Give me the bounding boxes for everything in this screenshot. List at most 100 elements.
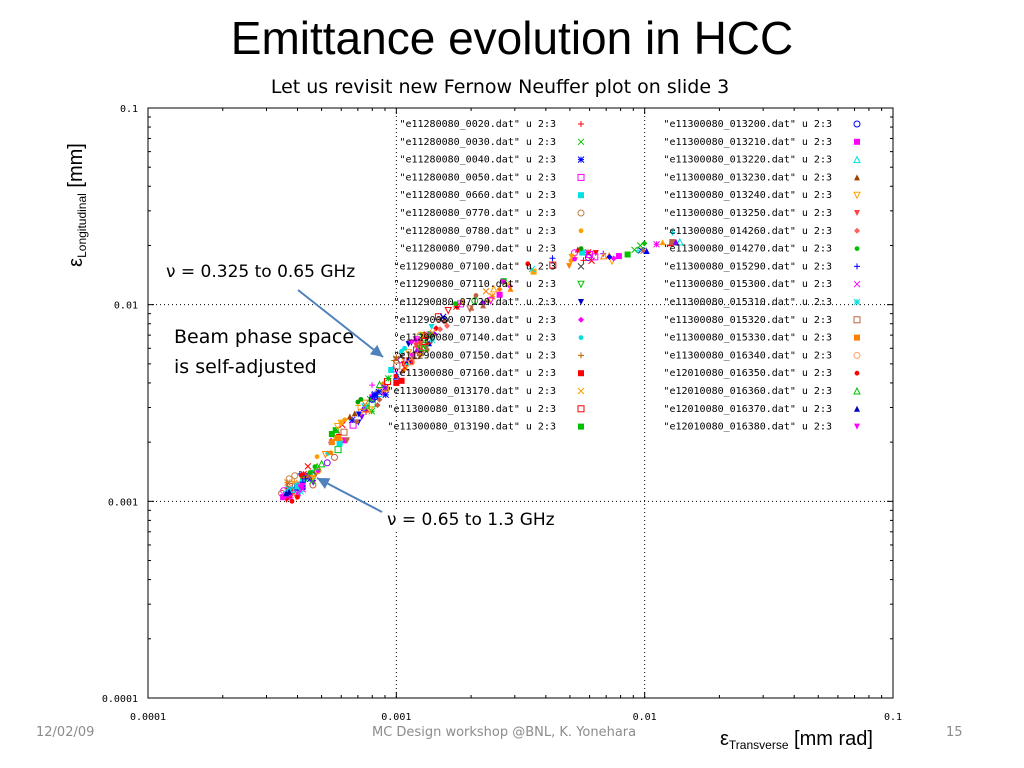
legend-entry-label: "e11290080_07130.dat" u 2:3	[393, 315, 556, 326]
scatter-point	[330, 453, 338, 461]
scatter-point	[571, 249, 579, 257]
legend-marker	[853, 191, 861, 200]
scatter-point	[659, 239, 666, 246]
scatter-point	[482, 287, 490, 295]
y-tick-label: 0.1	[120, 104, 138, 115]
scatter-point	[653, 240, 660, 248]
series-point	[332, 427, 339, 434]
scatter-point	[640, 247, 647, 255]
scatter-point	[382, 391, 390, 399]
scatter-point	[348, 416, 356, 424]
series-point	[283, 490, 290, 497]
scatter-point	[676, 237, 684, 246]
series-point	[280, 494, 287, 501]
scatter-point	[572, 256, 578, 262]
scatter-point	[358, 414, 365, 421]
legend-entry-label: "e12010080_016350.dat" u 2:3	[663, 368, 832, 379]
scatter-point	[328, 450, 334, 456]
series-point	[393, 354, 400, 361]
x-tick-label: 0.1	[884, 712, 902, 723]
legend-entry-label: "e11300080_013250.dat" u 2:3	[663, 208, 832, 219]
scatter-point	[361, 403, 369, 412]
legend-marker	[578, 352, 584, 359]
legend-entry-label: "e11300080_015290.dat" u 2:3	[663, 261, 832, 272]
legend-entry-label: "e11300080_013220.dat" u 2:3	[663, 155, 832, 166]
scatter-point	[416, 331, 424, 339]
legend-marker	[854, 370, 860, 376]
legend-marker	[853, 298, 861, 306]
scatter-point	[349, 421, 357, 429]
legend-entry-label: "e11300080_015300.dat" u 2:3	[663, 279, 832, 290]
series-point	[375, 388, 383, 396]
legend-entry-label: "e12010080_016360.dat" u 2:3	[663, 386, 832, 397]
legend-marker	[578, 246, 584, 252]
legend-entry-label: "e11300080_013240.dat" u 2:3	[663, 190, 832, 201]
legend-marker	[578, 192, 584, 199]
series-point	[407, 358, 415, 366]
series-point	[398, 352, 405, 360]
series-point	[334, 434, 341, 441]
scatter-point	[568, 253, 575, 260]
series-point	[307, 470, 313, 475]
scatter-point	[344, 437, 351, 444]
scatter-point	[480, 302, 487, 309]
legend-marker	[577, 173, 585, 181]
series-point	[294, 482, 301, 489]
scatter-point	[496, 286, 503, 293]
scatter-point	[507, 285, 514, 292]
x-axis-label: εTransverse [mm rad]	[720, 728, 873, 752]
series-point	[333, 423, 342, 431]
legend-entry-label: "e11300080_013210.dat" u 2:3	[663, 137, 832, 148]
legend-entry-label: "e11300080_013180.dat" u 2:3	[387, 404, 556, 415]
legend-entry-label: "e11300080_014270.dat" u 2:3	[663, 244, 832, 255]
arrow-lower-annotation	[316, 477, 383, 513]
series-point	[437, 326, 444, 333]
series-point	[328, 439, 335, 446]
scatter-point	[381, 384, 389, 392]
scatter-point	[355, 411, 362, 418]
series-point	[586, 250, 594, 258]
legend-entry-label: "e11280080_0050.dat" u 2:3	[399, 172, 556, 183]
y-tick-label: 0.0001	[102, 694, 138, 705]
scatter-point	[459, 298, 466, 305]
scatter-point	[310, 474, 317, 481]
scatter-point	[334, 446, 342, 454]
series-point	[631, 246, 638, 254]
scatter-point	[486, 297, 495, 305]
scatter-point	[405, 356, 412, 363]
scatter-point	[489, 284, 498, 293]
scatter-point	[363, 408, 370, 415]
series-point	[393, 379, 400, 386]
legend-marker	[854, 210, 860, 216]
series-point	[289, 498, 295, 504]
scatter-point	[528, 265, 536, 273]
legend-marker	[577, 209, 585, 217]
scatter-point	[669, 239, 676, 246]
scatter-point	[340, 428, 348, 436]
legend-marker	[578, 228, 584, 234]
scatter-point	[442, 319, 448, 325]
legend-marker	[577, 387, 585, 395]
series-point	[408, 338, 415, 345]
scatter-point	[314, 467, 322, 475]
annotation-beam-line2: is self-adjusted	[174, 356, 317, 378]
scatter-point	[525, 261, 531, 267]
scatter-point	[434, 313, 442, 321]
scatter-point	[409, 352, 415, 358]
series-point	[317, 459, 326, 468]
legend-entry-label: "e11280080_0780.dat" u 2:3	[399, 226, 556, 237]
legend-marker	[578, 316, 584, 323]
scatter-point	[530, 268, 537, 275]
scatter-point	[473, 293, 479, 298]
scatter-point	[354, 419, 360, 425]
series-point	[346, 413, 353, 420]
series-point	[391, 357, 398, 364]
legend-marker	[578, 299, 584, 305]
legend-marker	[577, 156, 585, 163]
annotation-lower-frequency: ν = 0.65 to 1.3 GHz	[387, 510, 555, 530]
legend-marker	[854, 227, 860, 234]
series-point	[294, 489, 301, 497]
scatter-point	[393, 373, 399, 379]
legend-entry-label: "e11280080_0770.dat" u 2:3	[399, 208, 556, 219]
